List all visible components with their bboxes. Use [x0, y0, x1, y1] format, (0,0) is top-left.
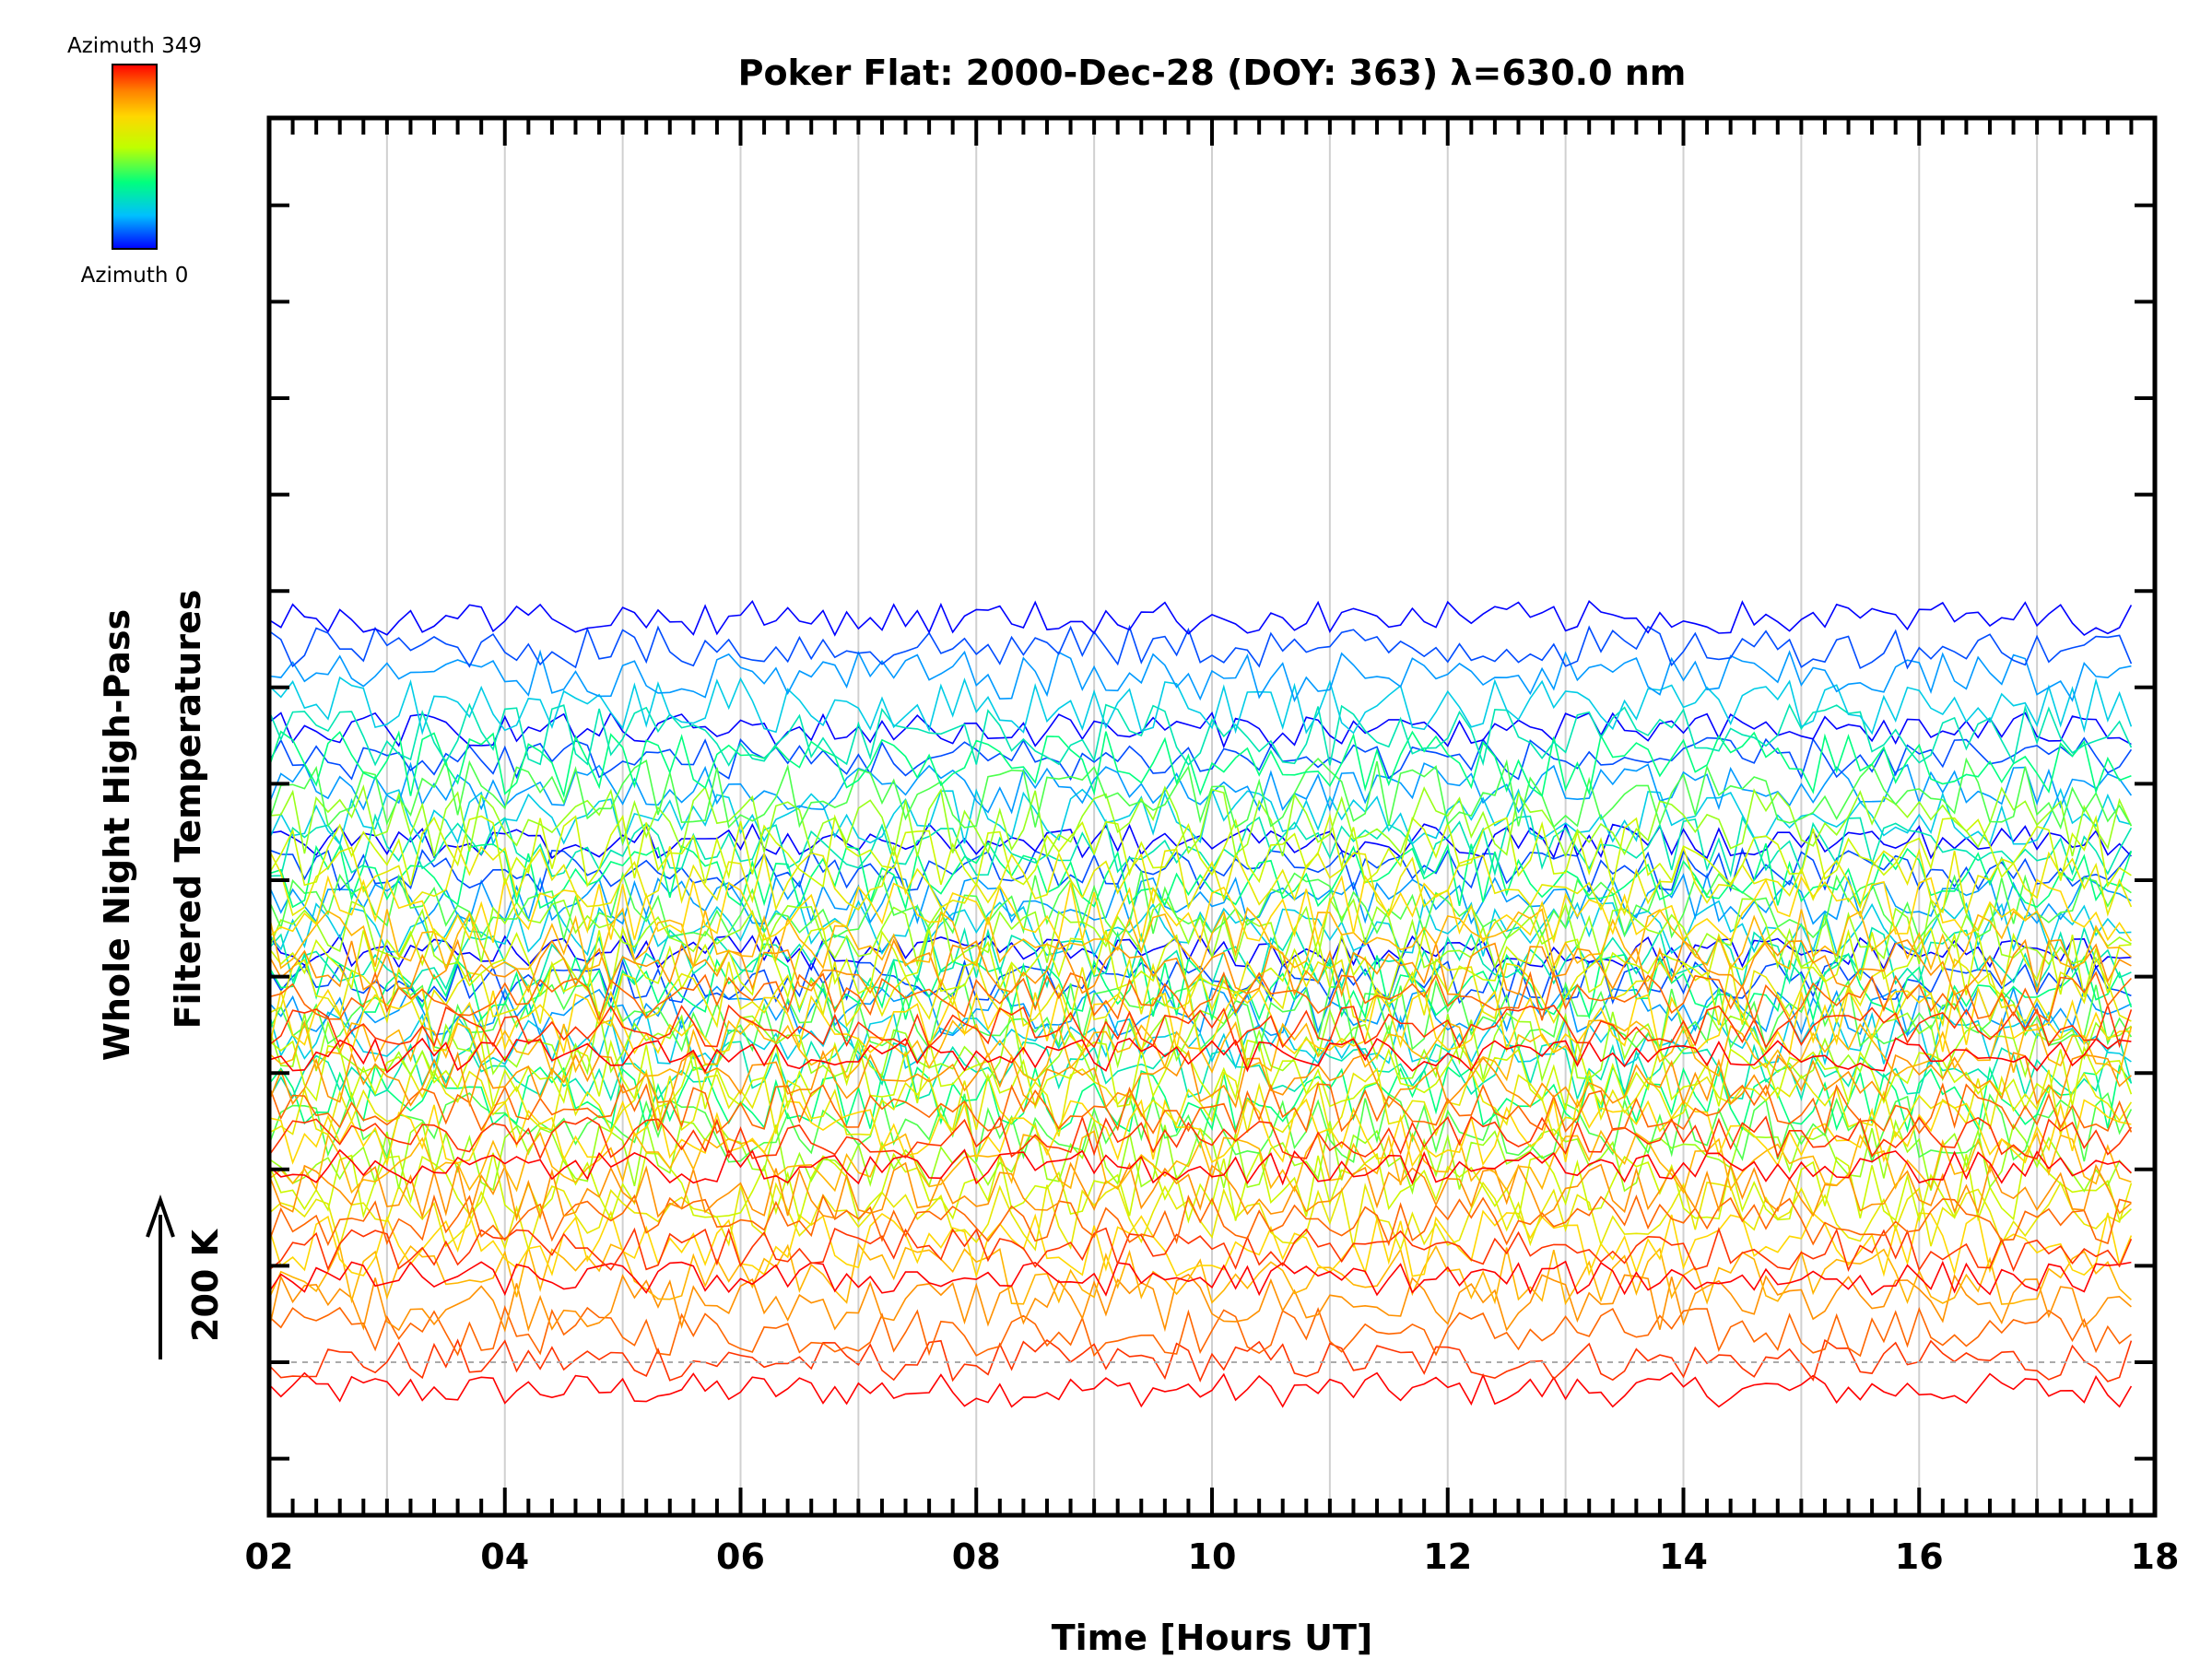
- series-line: [269, 813, 2132, 888]
- series-line: [269, 599, 2133, 637]
- series-line: [269, 985, 2132, 1056]
- x-axis-label: Time [Hours UT]: [1052, 1618, 1373, 1658]
- series-line: [269, 1181, 2133, 1253]
- series-line: [269, 730, 2132, 798]
- series-line: [269, 1114, 2133, 1160]
- minor-ticks: [267, 118, 2157, 1515]
- series-line: [269, 1338, 2133, 1382]
- colorbar-top-label: Azimuth 349: [67, 34, 202, 58]
- colorbar-bottom-label: Azimuth 0: [81, 264, 189, 288]
- colorbar-gradient: [112, 64, 158, 250]
- series-line: [269, 1260, 2132, 1297]
- series-line: [269, 736, 2133, 782]
- chart-title: Poker Flat: 2000-Dec-28 (DOY: 363) λ=630…: [738, 53, 1687, 93]
- series-line: [269, 1148, 2132, 1186]
- series-line: [269, 1082, 2133, 1135]
- series-line: [269, 846, 2133, 893]
- x-tick-label: 12: [1423, 1536, 1472, 1577]
- x-tick-label: 06: [716, 1536, 765, 1577]
- series-line: [269, 1098, 2132, 1168]
- series-line: [269, 934, 2132, 971]
- vertical-gridlines: [385, 118, 2039, 1515]
- series-line: [269, 1371, 2133, 1408]
- series-line: [269, 872, 2132, 925]
- series-line: [269, 787, 2132, 846]
- x-tick-label: 16: [1895, 1536, 1944, 1577]
- series-line: [269, 1209, 2133, 1279]
- scale-annotation: 200 K: [185, 1228, 226, 1342]
- series-line: [269, 676, 2133, 735]
- series-line: [269, 813, 2133, 878]
- series-line: [269, 711, 2132, 749]
- series-line: [269, 938, 2132, 998]
- y-axis-label-line1: Whole Night High-Pass: [97, 609, 137, 1061]
- series-lines: [269, 599, 2133, 1408]
- series-line: [269, 761, 2133, 815]
- series-line: [269, 951, 2133, 1023]
- scale-arrow: [146, 1194, 175, 1359]
- series-line: [269, 1067, 2133, 1139]
- series-line: [269, 971, 2132, 1024]
- series-line: [269, 1003, 2133, 1049]
- series-line: [269, 784, 2133, 859]
- series-line: [269, 624, 2133, 670]
- x-tick-label: 18: [2131, 1536, 2180, 1577]
- series-line: [269, 1091, 2133, 1164]
- x-tick-label: 04: [480, 1536, 529, 1577]
- series-line: [269, 757, 2133, 830]
- x-tick-label: 14: [1659, 1536, 1708, 1577]
- series-line: [269, 1273, 2132, 1333]
- series-line: [269, 870, 2132, 943]
- series-line: [269, 875, 2133, 945]
- series-line: [269, 1304, 2132, 1358]
- x-tick-label: 02: [245, 1536, 294, 1577]
- series-line: [269, 906, 2132, 971]
- series-line: [269, 1038, 2133, 1102]
- series-line: [269, 898, 2132, 959]
- series-line: [269, 843, 2133, 917]
- x-tick-labels: 02 04 06 08 10 12 14 16 18: [245, 1536, 2180, 1577]
- y-ticks: [269, 203, 2155, 1461]
- x-tick-label: 08: [952, 1536, 1001, 1577]
- series-line: [269, 1242, 2132, 1306]
- series-line: [269, 1161, 2132, 1222]
- x-tick-label: 10: [1188, 1536, 1237, 1577]
- series-line: [269, 897, 2132, 970]
- series-line: [269, 702, 2133, 767]
- colorbar: Azimuth 349 Azimuth 0: [67, 34, 202, 288]
- series-line: [269, 649, 2132, 703]
- y-axis-label-line2: Filtered Temperatures: [168, 590, 208, 1030]
- series-line: [269, 1037, 2132, 1074]
- series-line: [269, 1129, 2132, 1194]
- series-line: [269, 1227, 2133, 1273]
